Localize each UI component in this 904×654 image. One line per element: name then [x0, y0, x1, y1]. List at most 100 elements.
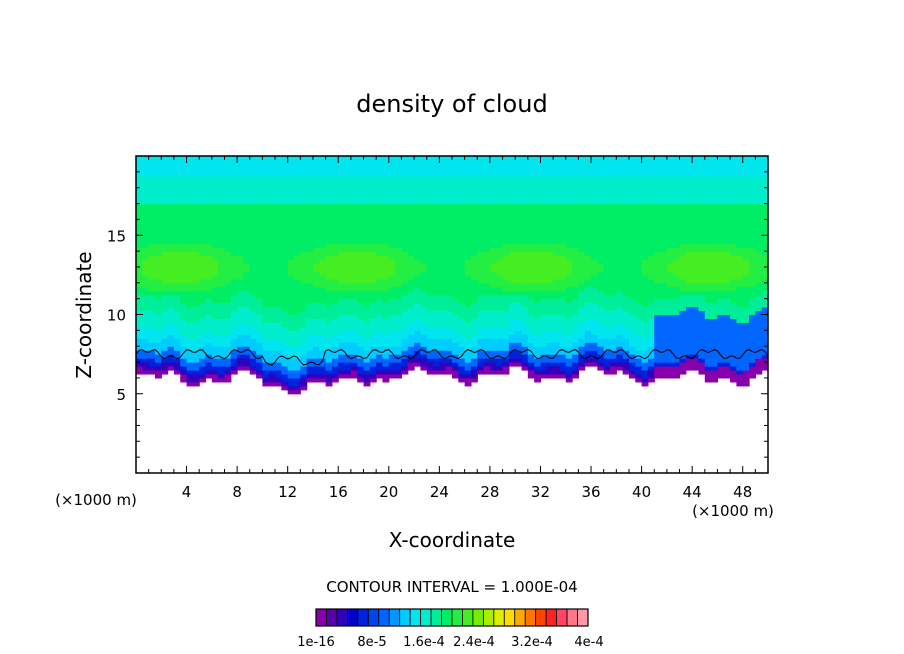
field-cell — [553, 282, 561, 288]
field-cell — [205, 156, 213, 161]
field-cell — [477, 302, 485, 308]
field-cell — [458, 274, 466, 280]
field-cell — [262, 274, 270, 280]
field-cell — [647, 195, 655, 201]
field-cell — [180, 373, 188, 379]
field-cell — [527, 195, 535, 201]
field-cell — [224, 223, 232, 228]
field-cell — [584, 330, 592, 335]
field-cell — [148, 259, 156, 264]
field-cell — [167, 282, 175, 288]
field-cell — [527, 227, 535, 232]
field-cell — [192, 270, 200, 276]
field-cell — [325, 354, 333, 359]
field-cell — [281, 159, 289, 165]
field-cell — [312, 290, 320, 296]
field-cell — [395, 362, 403, 367]
field-cell — [426, 187, 434, 193]
field-cell — [154, 334, 162, 339]
field-cell — [211, 259, 219, 264]
field-cell — [173, 247, 181, 252]
field-cell — [312, 227, 320, 232]
field-cell — [679, 156, 687, 161]
field-cell — [281, 270, 289, 276]
field-cell — [483, 195, 491, 201]
field-cell — [610, 338, 617, 343]
field-cell — [464, 251, 472, 256]
field-cell — [470, 203, 478, 209]
field-cell — [521, 215, 529, 220]
field-cell — [275, 362, 282, 367]
field-cell — [338, 354, 346, 359]
field-cell — [388, 239, 396, 244]
field-cell — [357, 366, 365, 371]
field-cell — [211, 366, 219, 371]
field-cell — [363, 156, 371, 161]
field-cell — [540, 298, 548, 304]
field-cell — [136, 298, 143, 304]
field-cell — [300, 175, 308, 181]
field-cell — [306, 163, 314, 169]
field-cell — [243, 350, 251, 355]
field-cell — [186, 195, 194, 201]
field-cell — [628, 203, 636, 209]
field-cell — [578, 342, 586, 347]
field-cell — [281, 322, 289, 327]
field-cell — [148, 342, 156, 347]
field-cell — [262, 171, 270, 177]
field-cell — [692, 215, 700, 220]
field-cell — [496, 294, 504, 300]
field-cell — [452, 215, 459, 220]
field-cell — [439, 251, 447, 256]
field-cell — [268, 179, 276, 185]
field-cell — [154, 294, 162, 300]
field-cell — [363, 286, 371, 292]
field-cell — [268, 167, 276, 173]
field-cell — [344, 156, 352, 161]
field-cell — [502, 227, 510, 232]
field-cell — [230, 322, 238, 327]
field-cell — [275, 366, 282, 371]
field-cell — [483, 286, 491, 292]
field-cell — [180, 187, 188, 193]
field-cell — [641, 334, 649, 339]
field-cell — [546, 231, 554, 236]
field-cell — [692, 187, 700, 193]
field-cell — [496, 330, 504, 335]
field-cell — [319, 156, 327, 161]
field-cell — [654, 274, 662, 280]
field-cell — [281, 187, 289, 193]
field-cell — [388, 243, 396, 248]
field-cell — [464, 294, 472, 300]
field-cell — [186, 362, 194, 367]
field-cell — [698, 314, 706, 320]
field-cell — [154, 159, 162, 165]
field-cell — [199, 274, 207, 280]
field-cell — [369, 227, 377, 232]
field-cell — [546, 195, 554, 201]
field-cell — [256, 286, 263, 292]
field-cell — [382, 326, 390, 331]
field-cell — [249, 322, 257, 327]
field-cell — [325, 302, 333, 308]
field-cell — [464, 262, 472, 268]
field-cell — [180, 334, 188, 339]
field-cell — [161, 223, 169, 228]
field-cell — [559, 195, 567, 201]
field-cell — [331, 187, 339, 193]
field-cell — [369, 377, 377, 383]
field-cell — [470, 310, 478, 316]
field-cell — [401, 159, 409, 165]
field-cell — [376, 191, 384, 197]
field-cell — [344, 219, 352, 224]
field-cell — [628, 171, 636, 177]
field-cell — [534, 159, 542, 165]
field-cell — [275, 163, 282, 169]
field-cell — [508, 219, 516, 224]
field-cell — [312, 211, 320, 217]
field-cell — [136, 314, 143, 320]
field-cell — [148, 159, 156, 165]
field-cell — [647, 330, 655, 335]
field-cell — [142, 215, 150, 220]
field-cell — [502, 247, 510, 252]
